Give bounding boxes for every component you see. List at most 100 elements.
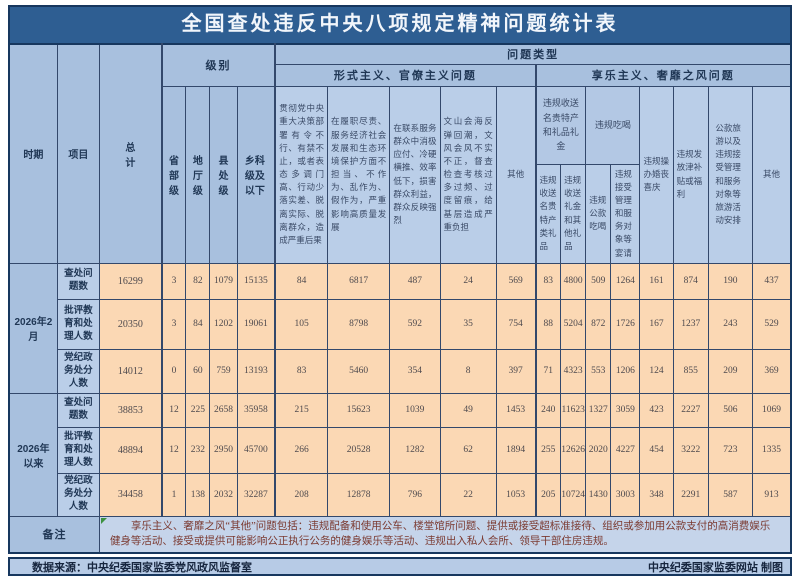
value-cell: 2032	[209, 472, 238, 517]
col-group-dining: 违规吃喝	[585, 85, 641, 165]
value-cell: 913	[752, 472, 792, 517]
value-cell: 14012	[98, 348, 163, 394]
value-cell: 1327	[585, 392, 612, 428]
value-cell: 240	[534, 392, 562, 428]
value-cell: 1206	[610, 348, 641, 394]
value-cell: 12626	[560, 426, 587, 474]
value-cell: 4323	[560, 348, 587, 394]
table-row: 党纪政务处分人数 34458 1 138 2032 32287 208 12878 796 22 1…	[9, 472, 792, 517]
col-group-level: 级别	[160, 43, 276, 87]
value-cell: 60	[185, 348, 211, 394]
value-cell: 124	[639, 348, 674, 394]
value-cell: 354	[389, 348, 441, 394]
value-cell: 0	[160, 348, 187, 394]
page-title: 全国查处违反中央八项规定精神问题统计表	[8, 5, 792, 43]
stats-table: 时期 项目 总计 级别 问题类型 形式主义、官僚主义问题 享乐主义、奢靡之风问题…	[8, 43, 792, 555]
table-body: 2026年2月 查处问题数 16299 3 82 1079 15135 84 6817 487 24…	[8, 262, 792, 517]
value-cell: 84	[274, 262, 329, 300]
value-cell: 62	[439, 426, 497, 474]
value-cell: 83	[534, 262, 562, 300]
col-header-formalism-3: 在联系服务群众中消极应付、冷硬横推、效率低下，损害群众利益，群众反映强烈	[389, 85, 441, 264]
value-cell: 569	[495, 262, 537, 300]
value-cell: 15623	[327, 392, 391, 428]
value-cell: 759	[209, 348, 238, 394]
remark-label: 备注	[8, 515, 100, 554]
value-cell: 2020	[585, 426, 612, 474]
col-header-total-label: 总计	[125, 142, 136, 169]
value-cell: 84	[185, 298, 211, 350]
col-header-level-county: 县处级	[209, 85, 238, 264]
value-cell: 1335	[752, 426, 792, 474]
value-cell: 255	[534, 426, 562, 474]
stats-sheet: 全国查处违反中央八项规定精神问题统计表 时期 项目 总计 级别 问题类型 形式主…	[8, 5, 792, 576]
value-cell: 10724	[560, 472, 587, 517]
value-cell: 71	[534, 348, 562, 394]
value-cell: 874	[672, 262, 709, 300]
value-cell: 1453	[495, 392, 537, 428]
value-cell: 19061	[236, 298, 276, 350]
col-header-hedonism-other: 其他	[752, 85, 792, 264]
value-cell: 48894	[98, 426, 163, 474]
value-cell: 1430	[585, 472, 612, 517]
header-row-3: 省部级 地厅级 县处级 乡科级及以下 贯彻党中央重大决策部署有令不行、有禁不止，…	[9, 85, 792, 264]
value-cell: 872	[585, 298, 612, 350]
value-cell: 2658	[209, 392, 238, 428]
item-cell: 查处问题数	[56, 392, 100, 428]
value-cell: 1237	[672, 298, 709, 350]
col-header-formalism-4: 文山会海反弹回潮，文风会风不实不正，督查检查考核过多过频、过度留痕，给基层造成严…	[439, 85, 497, 264]
value-cell: 205	[534, 472, 562, 517]
value-cell: 454	[639, 426, 674, 474]
value-cell: 506	[707, 392, 754, 428]
value-cell: 266	[274, 426, 329, 474]
col-header-formalism-1: 贯彻党中央重大决策部署有令不行、有禁不止，或者表态多调门高、行动少落实差、脱离实…	[274, 85, 329, 264]
item-cell: 党纪政务处分人数	[56, 472, 100, 517]
value-cell: 11623	[560, 392, 587, 428]
value-cell: 3222	[672, 426, 709, 474]
value-cell: 1053	[495, 472, 537, 517]
value-cell: 855	[672, 348, 709, 394]
value-cell: 487	[389, 262, 441, 300]
value-cell: 243	[707, 298, 754, 350]
col-header-level-township: 乡科级及以下	[236, 85, 276, 264]
value-cell: 45700	[236, 426, 276, 474]
value-cell: 423	[639, 392, 674, 428]
value-cell: 4800	[560, 262, 587, 300]
table-row: 批评教育和处理人数 48894 12 232 2950 45700 266 20528 1282…	[9, 426, 792, 474]
value-cell: 232	[185, 426, 211, 474]
value-cell: 1039	[389, 392, 441, 428]
value-cell: 12878	[327, 472, 391, 517]
value-cell: 15135	[236, 262, 276, 300]
value-cell: 1079	[209, 262, 238, 300]
value-cell: 587	[707, 472, 754, 517]
period-cell: 2026年以来	[8, 392, 58, 517]
value-cell: 723	[707, 426, 754, 474]
value-cell: 209	[707, 348, 754, 394]
value-cell: 35958	[236, 392, 276, 428]
value-cell: 3059	[610, 392, 641, 428]
value-cell: 12	[160, 392, 187, 428]
data-source-text: 数据来源：中央纪委国家监委党风政风监督室	[32, 561, 252, 574]
col-header-public-travel: 公款旅游以及违规接受管理和服务对象等旅游活动安排	[707, 85, 754, 264]
credit-text: 中央纪委国家监委网站 制图	[647, 561, 783, 574]
value-cell: 1	[160, 472, 187, 517]
value-cell: 22	[439, 472, 497, 517]
value-cell: 5460	[327, 348, 391, 394]
value-cell: 2291	[672, 472, 709, 517]
col-header-formalism-2: 在履职尽责、服务经济社会发展和生态环境保护方面不担当、不作为、乱作为、假作为，严…	[327, 85, 391, 264]
value-cell: 13193	[236, 348, 276, 394]
remark-row: 备注 享乐主义、奢靡之风“其他”问题包括：违规配备和使用公车、楼堂馆所问题、提供…	[8, 515, 792, 554]
period-cell: 2026年2月	[8, 262, 58, 394]
value-cell: 16299	[98, 262, 163, 300]
header-row-2: 形式主义、官僚主义问题 享乐主义、奢靡之风问题	[9, 63, 792, 87]
remark-text: 享乐主义、奢靡之风“其他”问题包括：违规配备和使用公车、楼堂馆所问题、提供或接受…	[109, 520, 771, 548]
col-header-dining-public-funds: 违规公款吃喝	[585, 163, 612, 264]
col-header-dining-banquets: 违规接受管理和服务对象等宴请	[610, 163, 641, 264]
table-row: 党纪政务处分人数 14012 0 60 759 13193 83 5460 354 8 397 71 4…	[9, 348, 792, 394]
value-cell: 12	[160, 426, 187, 474]
value-cell: 20350	[98, 298, 163, 350]
table-row: 批评教育和处理人数 20350 3 84 1202 19061 105 8798 592 35 75…	[9, 298, 792, 350]
value-cell: 138	[185, 472, 211, 517]
value-cell: 24	[439, 262, 497, 300]
col-header-allowances: 违规发放津补贴或福利	[672, 85, 709, 264]
item-cell: 批评教育和处理人数	[56, 426, 100, 474]
